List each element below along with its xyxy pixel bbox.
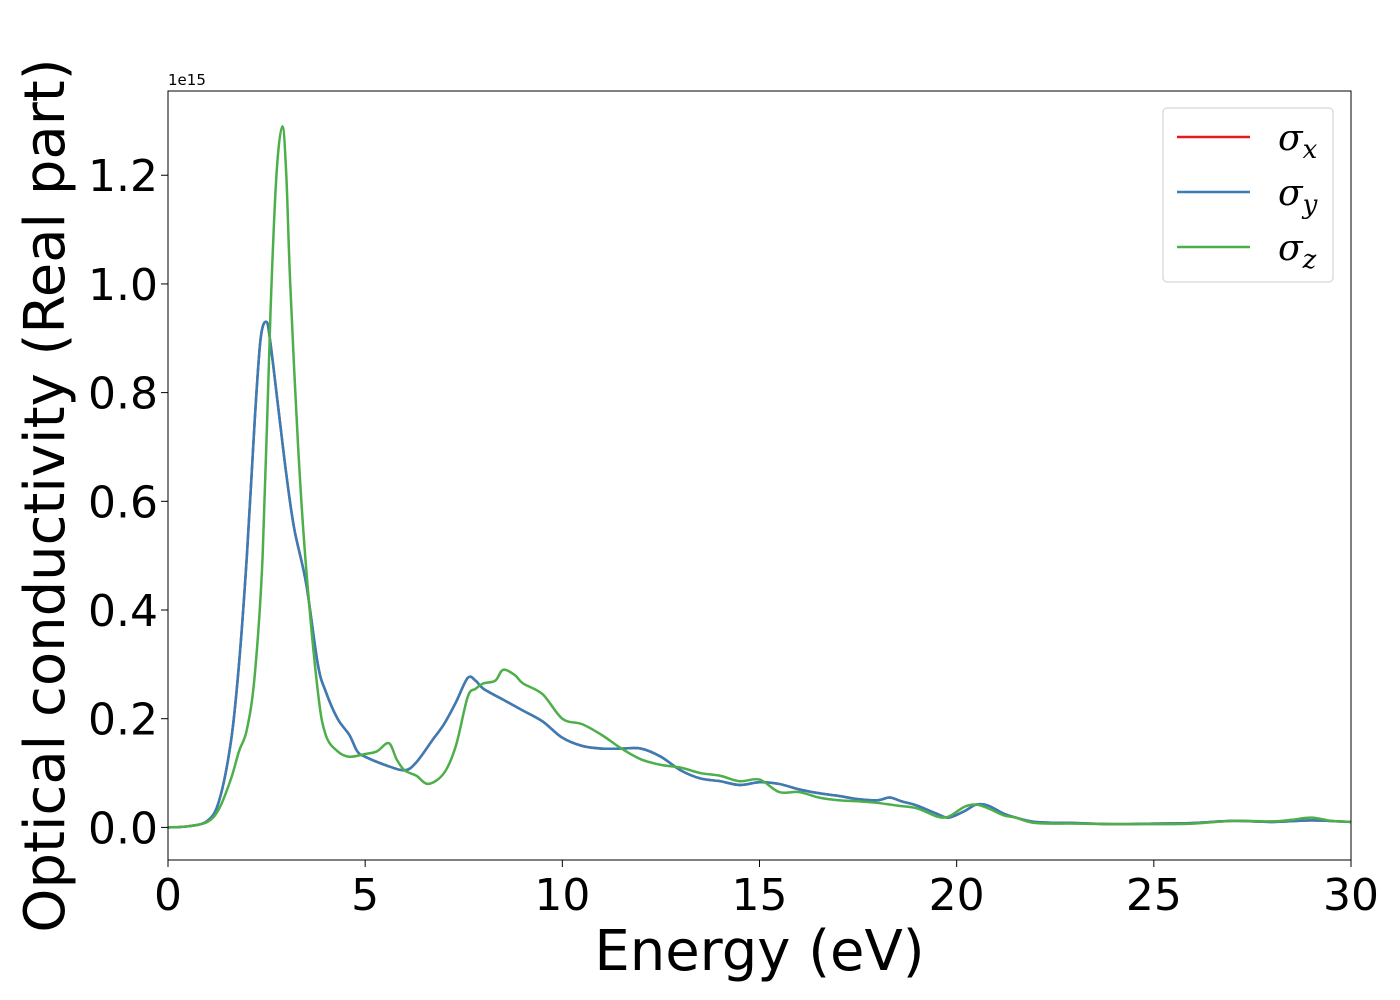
y-tick-label: 0.8 <box>88 369 158 420</box>
y-offset-text: 1e15 <box>168 71 206 89</box>
y-tick-label: 0.6 <box>88 477 158 528</box>
legend-label-x: σx <box>1278 118 1318 165</box>
x-tick-label: 15 <box>732 870 788 921</box>
x-tick-label: 20 <box>929 870 985 921</box>
legend: σx σy σz <box>1162 107 1334 283</box>
x-axis: 0 5 10 15 20 25 30 <box>154 860 1379 921</box>
y-axis: 0.0 0.2 0.4 0.6 0.8 1.0 1.2 <box>88 151 168 854</box>
legend-box <box>1162 107 1334 283</box>
x-tick-label: 0 <box>154 870 182 921</box>
legend-label-y: σy <box>1278 173 1318 220</box>
x-tick-label: 30 <box>1323 870 1379 921</box>
x-tick-label: 5 <box>351 870 379 921</box>
x-axis-title: Energy (eV) <box>594 919 924 984</box>
y-tick-label: 0.4 <box>88 586 158 637</box>
y-tick-label: 1.0 <box>88 260 158 311</box>
y-tick-label: 0.2 <box>88 695 158 746</box>
series-line-y <box>168 320 1351 829</box>
legend-label-z: σz <box>1278 228 1317 275</box>
series-layer <box>168 125 1351 829</box>
series-line-z <box>168 125 1351 829</box>
y-tick-label: 1.2 <box>88 151 158 202</box>
y-tick-label: 0.0 <box>88 803 158 854</box>
x-tick-label: 25 <box>1126 870 1182 921</box>
x-tick-label: 10 <box>534 870 590 921</box>
y-axis-title: Optical conductivity (Real part) <box>13 58 78 932</box>
